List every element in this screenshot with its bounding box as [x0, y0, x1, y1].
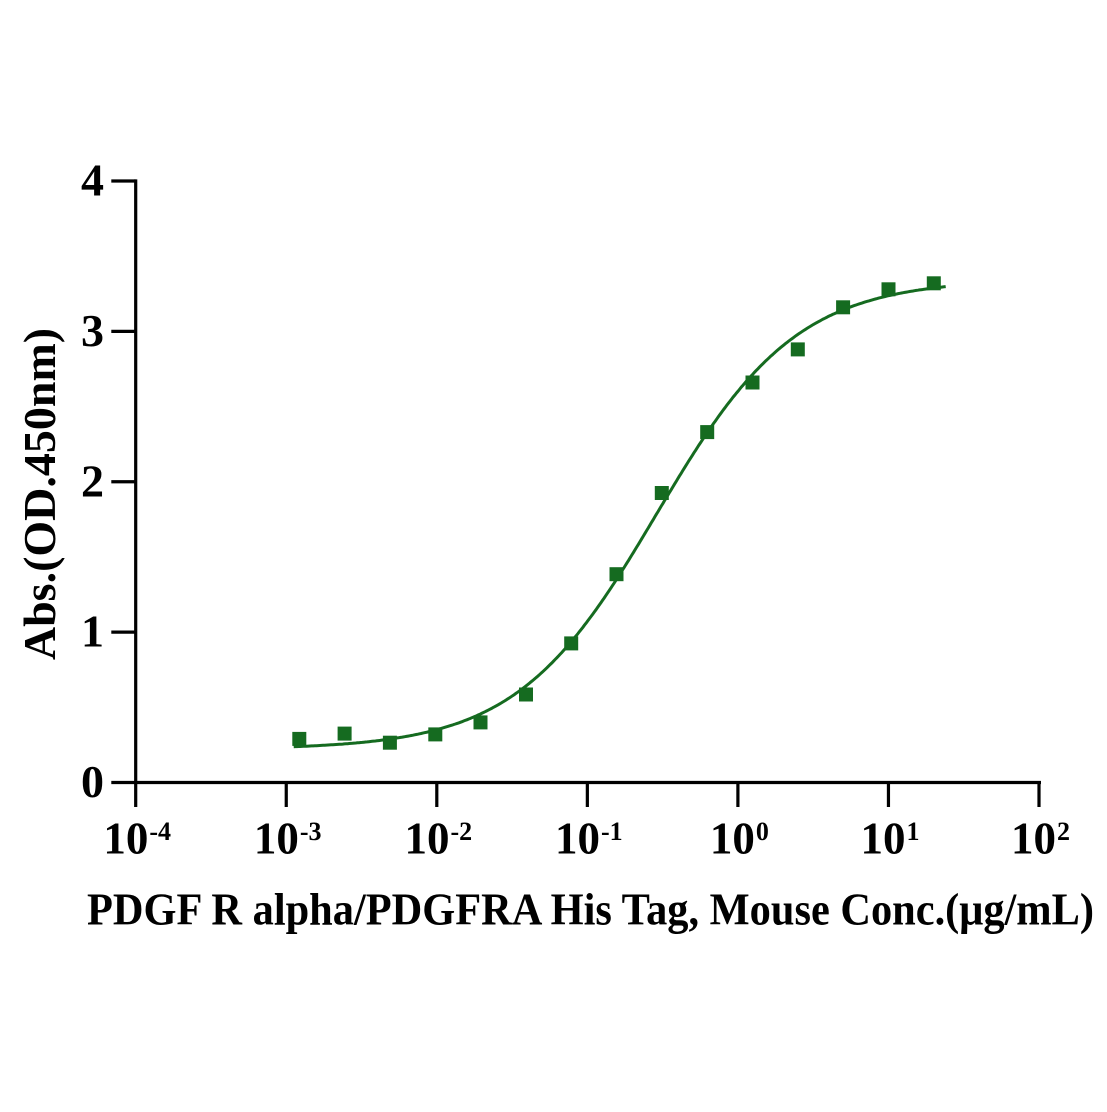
svg-text:10: 10 [103, 814, 148, 864]
svg-text:2: 2 [1057, 817, 1070, 846]
svg-text:-4: -4 [149, 817, 171, 846]
svg-text:4: 4 [81, 155, 104, 206]
svg-text:0: 0 [81, 756, 104, 807]
svg-text:10: 10 [555, 814, 600, 864]
svg-text:2: 2 [81, 455, 104, 506]
svg-text:10: 10 [254, 814, 299, 864]
svg-text:-1: -1 [601, 817, 623, 846]
svg-text:10: 10 [405, 814, 450, 864]
svg-text:0: 0 [756, 817, 769, 846]
svg-text:10: 10 [861, 814, 906, 864]
svg-text:PDGF R alpha/PDGFRA His Tag, M: PDGF R alpha/PDGFRA His Tag, Mouse Conc.… [87, 885, 1094, 935]
svg-text:10: 10 [710, 814, 755, 864]
svg-text:1: 1 [81, 606, 104, 657]
svg-text:10: 10 [1011, 814, 1056, 864]
svg-text:1: 1 [907, 817, 920, 846]
svg-text:-2: -2 [451, 817, 473, 846]
svg-text:3: 3 [81, 305, 104, 356]
svg-text:-3: -3 [300, 817, 322, 846]
svg-text:Abs.(OD.450nm): Abs.(OD.450nm) [14, 328, 65, 660]
